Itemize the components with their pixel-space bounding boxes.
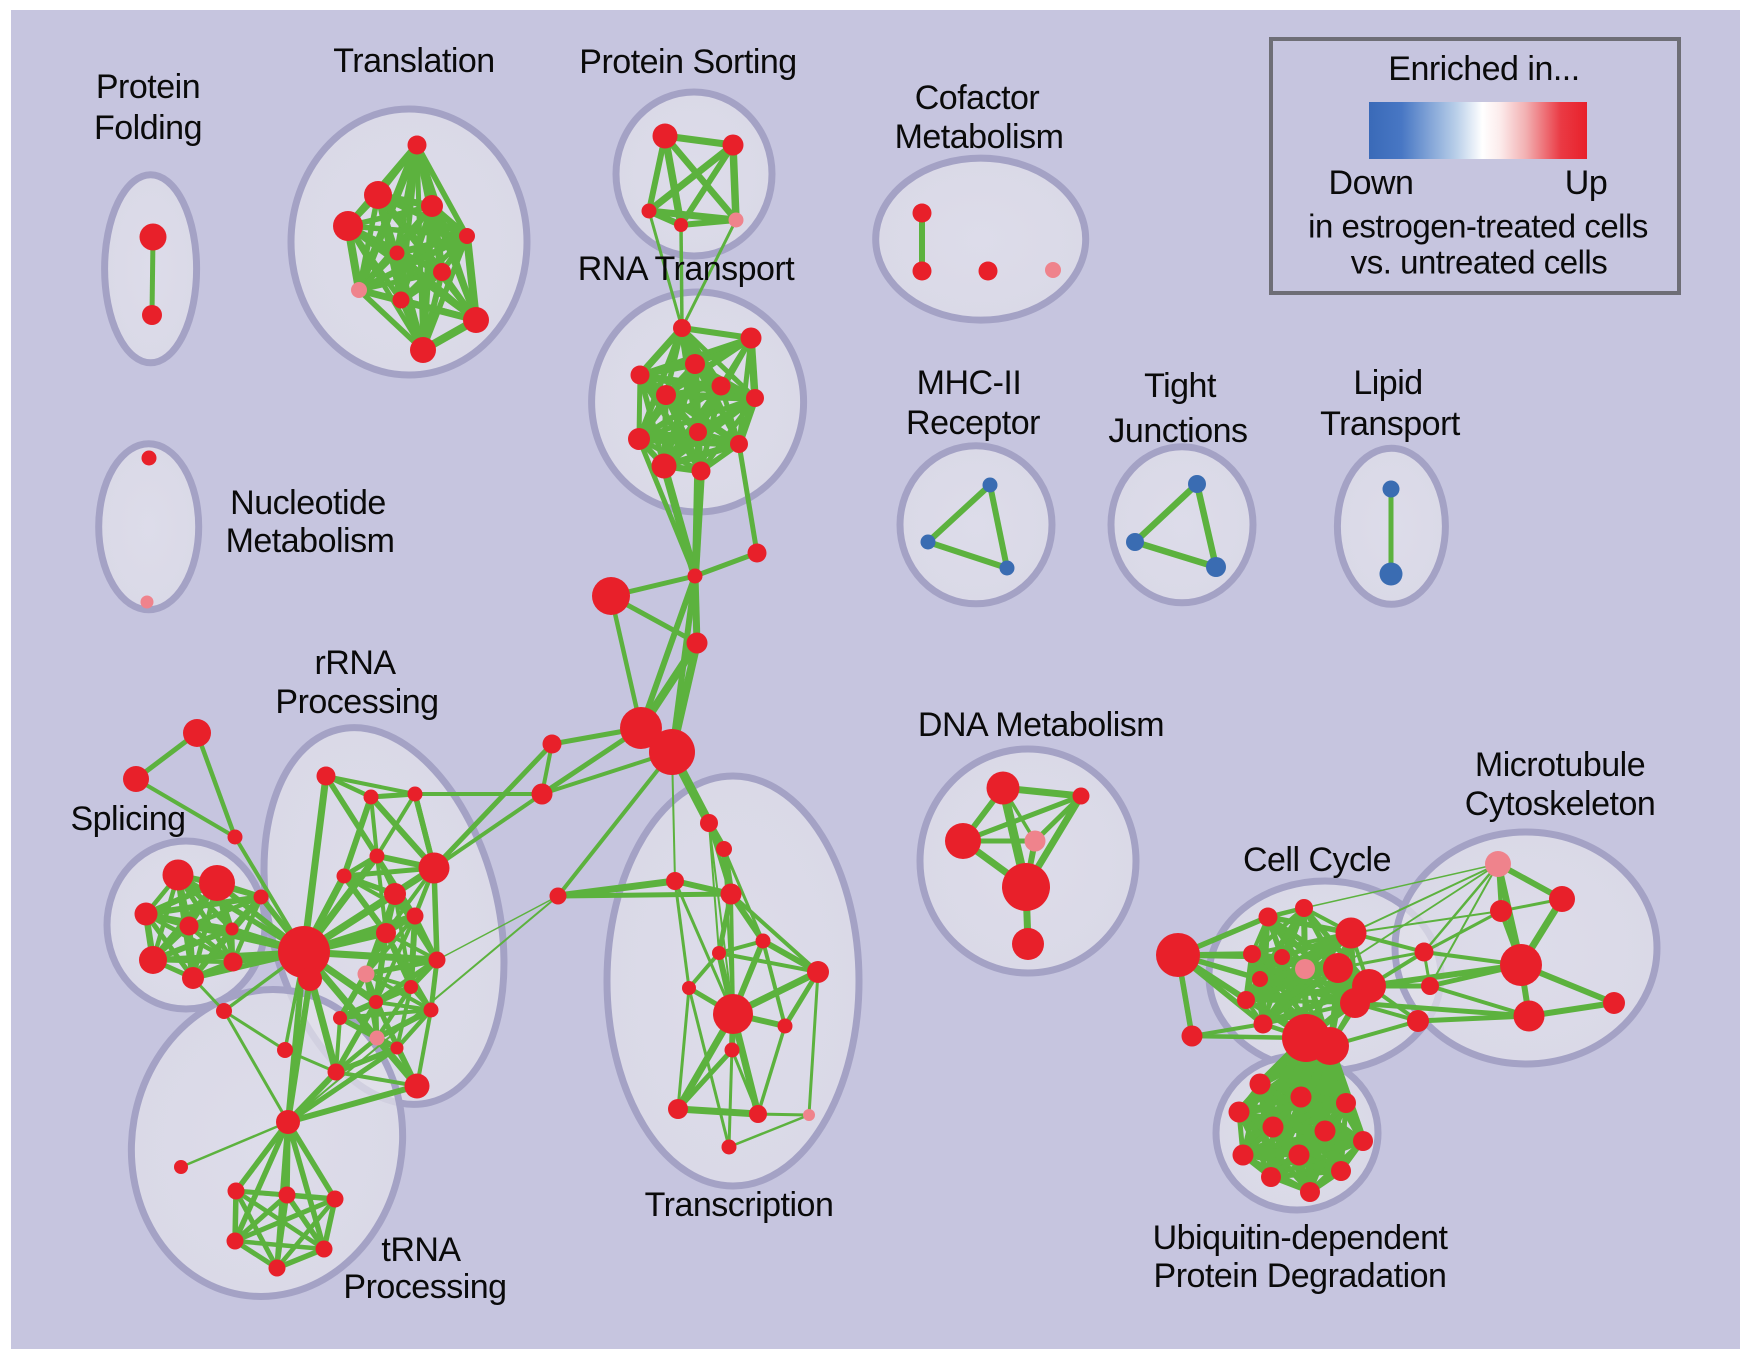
svg-text:Protein: Protein — [96, 68, 200, 106]
svg-text:Protein Sorting: Protein Sorting — [579, 43, 796, 81]
svg-text:tRNA: tRNA — [381, 1231, 461, 1269]
svg-text:Receptor: Receptor — [906, 404, 1040, 442]
svg-text:Up: Up — [1565, 164, 1607, 202]
svg-text:Splicing: Splicing — [70, 800, 185, 838]
svg-text:in estrogen-treated cells: in estrogen-treated cells — [1308, 208, 1648, 245]
svg-text:MHC-II: MHC-II — [917, 364, 1022, 402]
svg-text:Cytoskeleton: Cytoskeleton — [1465, 785, 1656, 823]
svg-text:Nucleotide: Nucleotide — [230, 484, 386, 522]
svg-text:Metabolism: Metabolism — [895, 118, 1064, 156]
svg-text:Processing: Processing — [275, 683, 438, 721]
svg-text:Cell Cycle: Cell Cycle — [1243, 841, 1391, 879]
svg-text:Processing: Processing — [343, 1268, 506, 1306]
svg-text:Cofactor: Cofactor — [915, 79, 1040, 117]
svg-text:rRNA: rRNA — [314, 644, 396, 682]
svg-text:Folding: Folding — [94, 109, 202, 147]
svg-text:Junctions: Junctions — [1108, 412, 1247, 450]
svg-text:Transcription: Transcription — [645, 1186, 834, 1224]
svg-text:Metabolism: Metabolism — [226, 522, 395, 560]
svg-text:Ubiquitin-dependent: Ubiquitin-dependent — [1153, 1219, 1449, 1257]
svg-text:Microtubule: Microtubule — [1475, 746, 1645, 784]
svg-text:DNA Metabolism: DNA Metabolism — [918, 706, 1164, 744]
svg-text:vs. untreated cells: vs. untreated cells — [1351, 244, 1607, 281]
svg-text:Transport: Transport — [1320, 405, 1461, 443]
svg-text:Down: Down — [1329, 164, 1414, 202]
svg-text:Tight: Tight — [1144, 367, 1217, 405]
svg-text:Enriched in...: Enriched in... — [1388, 50, 1579, 88]
svg-text:Translation: Translation — [333, 42, 494, 80]
svg-text:Protein Degradation: Protein Degradation — [1154, 1257, 1447, 1295]
svg-text:Lipid: Lipid — [1353, 364, 1422, 402]
svg-text:RNA Transport: RNA Transport — [578, 250, 796, 288]
